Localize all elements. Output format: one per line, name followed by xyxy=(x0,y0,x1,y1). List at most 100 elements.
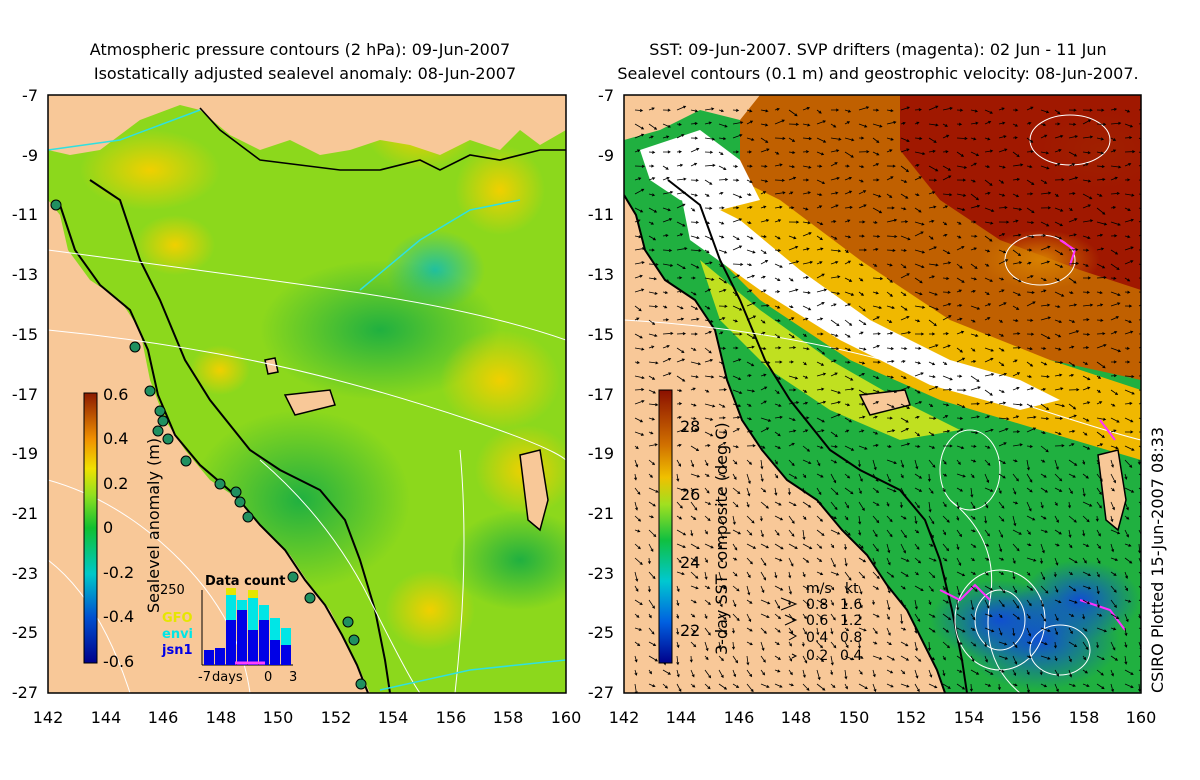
velocity-arrow xyxy=(984,669,994,675)
velocity-arrow xyxy=(1026,192,1034,196)
velocity-arrow xyxy=(956,165,968,169)
velocity-arrow xyxy=(1026,261,1032,265)
velocity-arrow xyxy=(998,627,1003,636)
velocity-arrow xyxy=(830,431,838,438)
velocity-arrow xyxy=(634,274,643,279)
velocity-arrow xyxy=(690,317,700,321)
velocity-arrow xyxy=(1096,473,1103,482)
velocity-arrow xyxy=(1110,445,1119,450)
velocity-arrow xyxy=(914,529,920,534)
velocity-arrow xyxy=(648,193,656,197)
csiro-credit: CSIRO Plotted 15-Jun-2007 08:33 xyxy=(1148,427,1167,693)
velocity-arrow xyxy=(634,133,645,139)
velocity-arrow xyxy=(844,501,850,509)
velocity-arrow xyxy=(1012,403,1023,407)
velocity-arrow xyxy=(900,263,907,269)
velocity-arrow xyxy=(998,302,1007,307)
velocity-arrow xyxy=(886,599,891,611)
velocity-arrow xyxy=(704,529,708,535)
velocity-arrow xyxy=(886,683,894,688)
velocity-arrow xyxy=(676,515,683,520)
velocity-arrow xyxy=(886,149,893,153)
velocity-arrow xyxy=(732,291,739,297)
velocity-arrow xyxy=(1054,444,1065,448)
velocity-arrow xyxy=(956,374,963,378)
velocity-arrow xyxy=(998,557,1005,561)
velocity-arrow xyxy=(774,501,782,506)
velocity-arrow xyxy=(746,655,750,666)
velocity-arrow xyxy=(1054,669,1059,677)
velocity-arrow xyxy=(858,319,867,326)
velocity-arrow xyxy=(816,221,824,226)
velocity-arrow xyxy=(704,221,711,225)
velocity-arrow xyxy=(1124,487,1135,493)
velocity-arrow xyxy=(998,442,1007,447)
velocity-arrow xyxy=(1068,414,1077,419)
velocity-arrow xyxy=(998,135,1007,139)
velocity-arrow xyxy=(998,543,1003,553)
velocity-arrow xyxy=(676,163,684,167)
velocity-arrow xyxy=(718,403,726,408)
velocity-arrow xyxy=(1012,151,1020,158)
velocity-arrow xyxy=(662,207,671,212)
velocity-arrow xyxy=(1095,641,1100,649)
velocity-arrow xyxy=(802,221,811,225)
velocity-arrow xyxy=(704,543,714,549)
velocity-arrow xyxy=(760,164,768,168)
velocity-arrow xyxy=(914,163,920,167)
velocity-arrow xyxy=(830,162,838,167)
velocity-arrow xyxy=(774,191,786,195)
velocity-arrow xyxy=(1012,233,1022,237)
velocity-arrow xyxy=(1124,109,1131,113)
velocity-arrow xyxy=(1124,374,1135,379)
velocity-arrow xyxy=(690,347,697,351)
velocity-arrow xyxy=(802,191,812,195)
velocity-arrow xyxy=(928,445,936,449)
velocity-arrow xyxy=(676,289,683,293)
velocity-arrow xyxy=(704,179,713,185)
svg-text:-23: -23 xyxy=(12,564,38,583)
velocity-arrow xyxy=(732,305,743,311)
velocity-arrow xyxy=(886,459,897,465)
velocity-arrow xyxy=(746,585,751,596)
velocity-arrow xyxy=(704,444,711,448)
velocity-arrow xyxy=(1026,207,1035,214)
velocity-arrow xyxy=(760,109,769,113)
velocity-arrow xyxy=(634,207,644,213)
velocity-arrow xyxy=(1012,571,1016,580)
velocity-arrow xyxy=(1124,430,1134,434)
velocity-arrow xyxy=(900,315,910,321)
velocity-arrow xyxy=(1096,233,1104,237)
velocity-arrow xyxy=(774,119,785,125)
velocity-arrow xyxy=(984,303,992,307)
velocity-arrow xyxy=(1110,249,1119,255)
velocity-arrow xyxy=(900,121,906,125)
right-map-frame xyxy=(623,94,1142,694)
velocity-arrow xyxy=(690,459,695,468)
velocity-arrow xyxy=(830,235,838,240)
velocity-arrow xyxy=(816,515,824,522)
velocity-arrow xyxy=(1054,109,1061,115)
velocity-arrow xyxy=(1110,585,1117,593)
velocity-arrow xyxy=(1124,401,1133,406)
velocity-arrow xyxy=(1110,165,1122,169)
velocity-arrow xyxy=(872,401,880,405)
velocity-arrow xyxy=(1012,207,1023,211)
velocity-arrow xyxy=(1026,121,1032,125)
velocity-arrow xyxy=(1124,207,1131,211)
velocity-arrow xyxy=(1026,332,1035,336)
velocity-arrow xyxy=(928,416,937,420)
velocity-arrow xyxy=(1012,501,1019,505)
svg-text:-25: -25 xyxy=(12,623,38,642)
velocity-arrow xyxy=(732,473,737,480)
velocity-arrow xyxy=(872,305,883,310)
velocity-arrow xyxy=(1068,683,1076,687)
velocity-arrow xyxy=(1096,543,1102,549)
velocity-arrow xyxy=(634,317,640,321)
velocity-arrow xyxy=(1040,179,1048,184)
velocity-arrow xyxy=(1054,193,1059,197)
velocity-arrow xyxy=(830,413,841,419)
velocity-arrow xyxy=(844,205,853,210)
svg-text:-21: -21 xyxy=(12,504,38,523)
velocity-arrow xyxy=(998,193,1006,197)
